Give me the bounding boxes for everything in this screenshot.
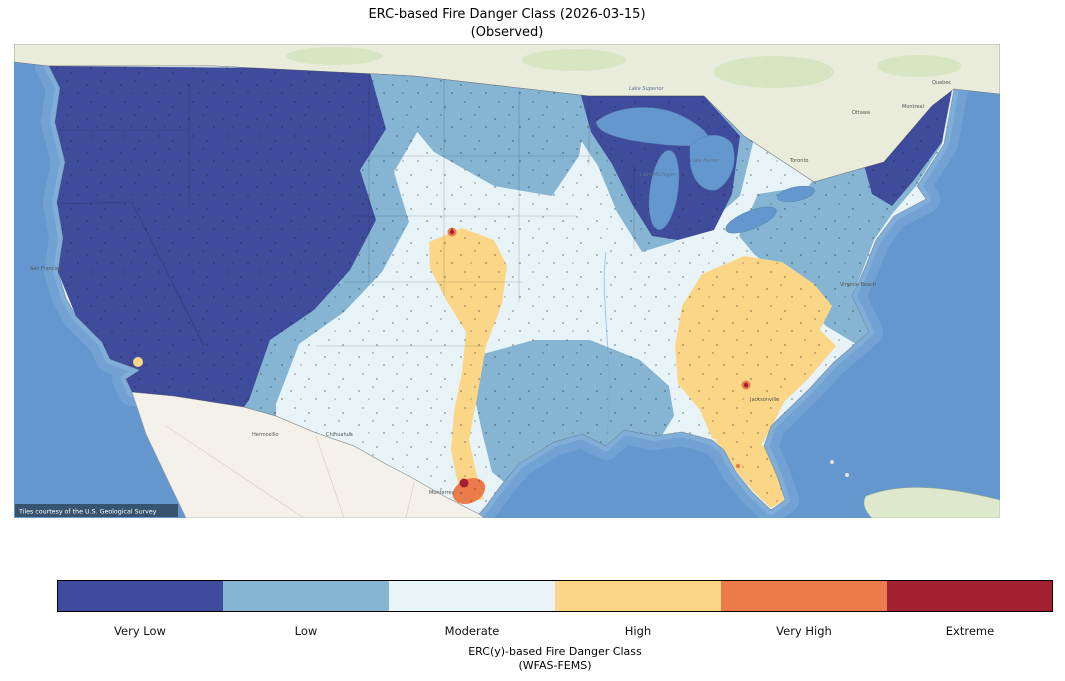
lake-ontario [777, 185, 815, 203]
map-label: Monterrey [429, 490, 455, 496]
colorbar-segment [389, 580, 555, 612]
map-attribution: Tiles courtesy of the U.S. Geological Su… [15, 504, 178, 517]
lake-erie [725, 206, 777, 234]
attribution-text: Tiles courtesy of the U.S. Geological Su… [18, 509, 157, 516]
lake-huron [689, 135, 735, 191]
legend-label-moderate: Moderate [444, 624, 500, 638]
map-label: Ottawa [852, 110, 870, 116]
map-label: Jacksonville [749, 397, 779, 403]
legend-label-very-high: Very High [776, 624, 832, 638]
legend-label-low: Low [294, 624, 318, 638]
mexico-roads [165, 425, 415, 518]
state-boundaries [49, 69, 635, 347]
lake-michigan [648, 150, 680, 230]
mississippi-river [603, 251, 610, 447]
figure-subtitle: (Observed) [470, 24, 544, 40]
colorbar-segment [887, 580, 1053, 612]
colorbar-caption: ERC(y)-based Fire Danger Class [468, 645, 642, 658]
map-label: Virginia Beach [840, 282, 876, 288]
lake-label: Lake Michigan [640, 172, 676, 178]
map-label: Quebec [932, 80, 951, 86]
map-labels: San Francisco Hermosillo Chihuahua Monte… [30, 80, 951, 496]
figure-title-block: ERC-based Fire Danger Class (2026-03-15)… [14, 6, 1000, 41]
map-label: Montreal [902, 104, 924, 110]
us-border-outline [48, 65, 955, 515]
colorbar-segment [57, 580, 223, 612]
legend-label-very-low: Very Low [114, 624, 166, 638]
colorbar-border [57, 580, 1053, 612]
lake-label: Lake Huron [690, 158, 719, 164]
colorbar [57, 580, 1053, 612]
lake-label: Lake Superior [629, 86, 665, 92]
great-lakes [595, 107, 815, 234]
figure-title: ERC-based Fire Danger Class (2026-03-15) [368, 7, 646, 22]
legend-labels: Very Low Low Moderate High Very High Ext… [57, 624, 1053, 638]
canada-land [14, 44, 1000, 183]
map-label: San Francisco [30, 266, 64, 272]
map-label: Chihuahua [326, 432, 353, 438]
fire-danger-map: San Francisco Hermosillo Chihuahua Monte… [14, 44, 1000, 518]
legend-label-high: High [624, 624, 652, 638]
colorbar-segment [223, 580, 389, 612]
map-label: Hermosillo [252, 432, 279, 438]
map-label: Toronto [789, 158, 808, 164]
colorbar-segment [555, 580, 721, 612]
colorbar-segment [721, 580, 887, 612]
colorbar-caption-source: (WFAS-FEMS) [518, 659, 592, 672]
legend: Very Low Low Moderate High Very High Ext… [57, 580, 1053, 672]
legend-label-extreme: Extreme [945, 624, 995, 638]
cuba-land [830, 460, 1000, 518]
